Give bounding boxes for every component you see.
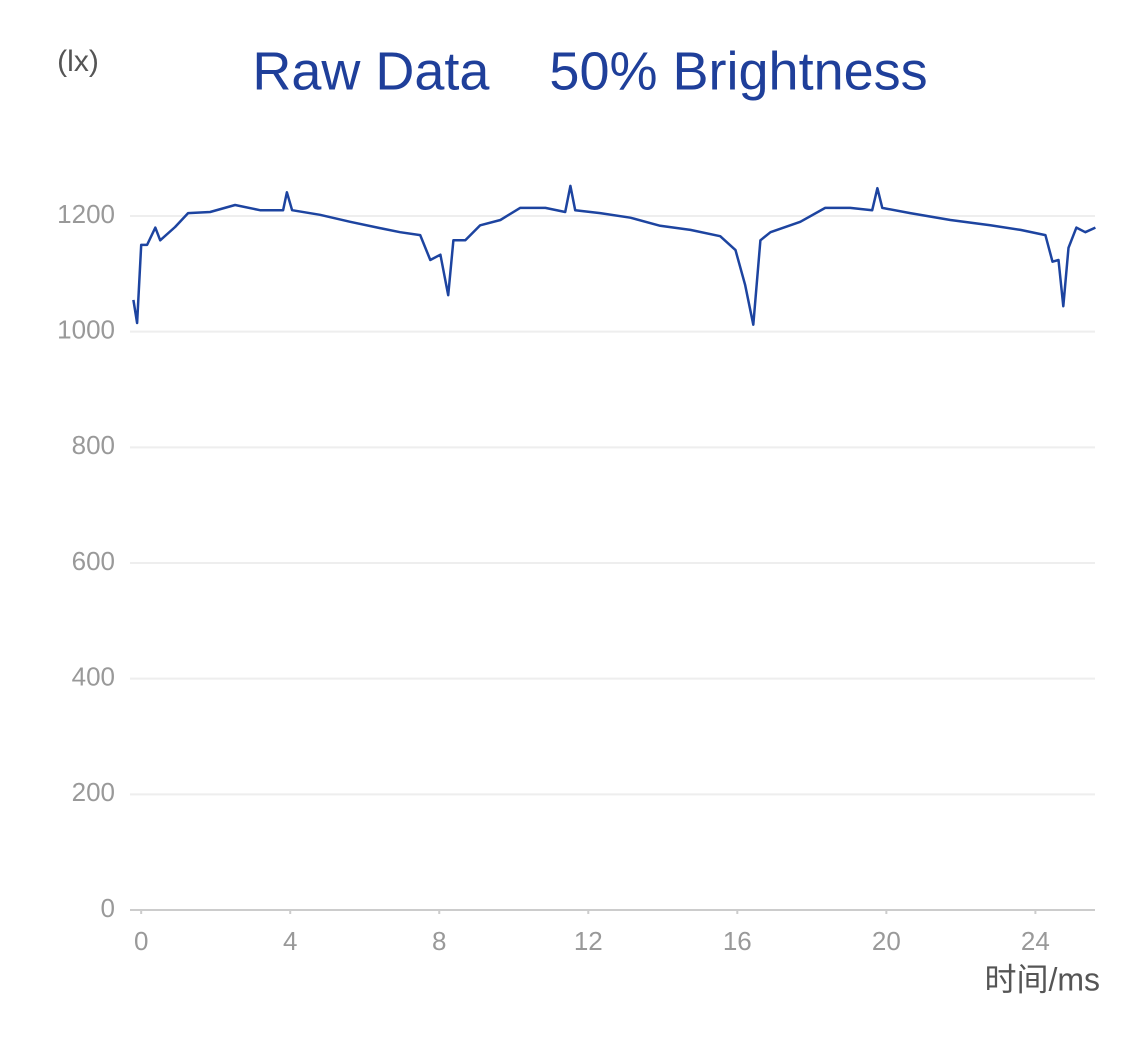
- y-tick-label: 0: [101, 893, 115, 923]
- x-tick-label: 20: [872, 926, 901, 956]
- x-axis-label: 时间/ms: [984, 961, 1100, 997]
- x-tick-label: 24: [1021, 926, 1050, 956]
- y-tick-label: 1000: [57, 315, 115, 345]
- y-tick-label: 1200: [57, 199, 115, 229]
- x-tick-label: 4: [283, 926, 297, 956]
- y-tick-label: 600: [72, 546, 115, 576]
- x-tick-label: 16: [723, 926, 752, 956]
- y-unit: (lx): [57, 45, 99, 78]
- y-tick-label: 400: [72, 662, 115, 692]
- x-tick-label: 8: [432, 926, 446, 956]
- y-tick-label: 800: [72, 430, 115, 460]
- data-line: [132, 184, 1096, 326]
- chart-title: Raw Data 50% Brightness: [252, 41, 927, 101]
- x-tick-label: 12: [574, 926, 603, 956]
- x-tick-label: 0: [134, 926, 148, 956]
- y-tick-label: 200: [72, 777, 115, 807]
